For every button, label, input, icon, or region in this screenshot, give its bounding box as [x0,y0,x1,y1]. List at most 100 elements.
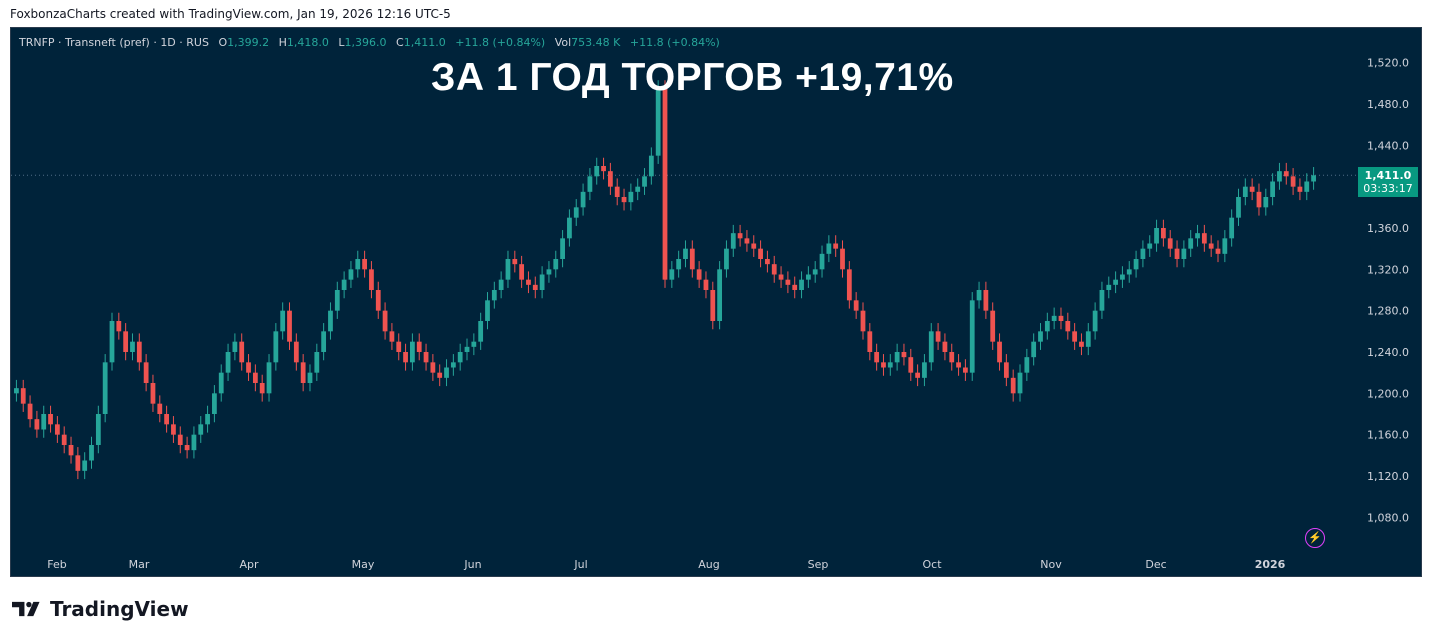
candle-body[interactable] [212,393,217,414]
candle-body[interactable] [505,259,511,280]
candle-body[interactable] [580,191,586,208]
candle-body[interactable] [328,310,333,332]
candle-body[interactable] [280,310,286,332]
candle-body[interactable] [396,341,402,352]
candle-body[interactable] [648,155,654,177]
candle-body[interactable] [95,414,101,445]
candle-body[interactable] [901,352,907,358]
candle-body[interactable] [1106,284,1112,290]
candle-body[interactable] [983,290,989,311]
candle-body[interactable] [997,341,1002,363]
candle-body[interactable] [491,290,497,301]
candle-body[interactable] [1201,233,1207,244]
candle-body[interactable] [1236,197,1241,218]
candle-body[interactable] [696,269,702,280]
candle-body[interactable] [239,341,245,363]
candle-body[interactable] [908,357,914,373]
candle-body[interactable] [1283,171,1289,177]
candle-body[interactable] [976,290,982,301]
candle-body[interactable] [860,310,866,332]
candle-body[interactable] [205,414,210,425]
candle-body[interactable] [423,352,429,363]
candle-body[interactable] [778,274,784,280]
candle-body[interactable] [1229,217,1235,239]
candle-body[interactable] [191,434,197,451]
candle-body[interactable] [949,352,955,363]
candle-body[interactable] [1249,186,1255,192]
candle-body[interactable] [526,279,531,285]
candle-body[interactable] [737,233,743,239]
candle-body[interactable] [724,248,729,270]
candle-body[interactable] [881,362,886,368]
candle-body[interactable] [1044,321,1050,332]
lightning-icon[interactable]: ⚡ [1305,528,1325,548]
candle-body[interactable] [819,253,825,270]
candle-body[interactable] [1304,181,1310,192]
candle-body[interactable] [375,290,381,311]
candle-body[interactable] [1126,269,1132,275]
candle-body[interactable] [61,434,67,445]
candle-body[interactable] [1215,248,1221,254]
candle-body[interactable] [136,341,142,363]
candle-body[interactable] [942,341,948,352]
candle-body[interactable] [246,362,251,373]
candle-body[interactable] [710,290,716,321]
candle-body[interactable] [164,414,170,425]
candle-body[interactable] [321,331,327,352]
candle-body[interactable] [232,341,238,352]
candle-body[interactable] [614,186,620,197]
candle-body[interactable] [1181,248,1187,259]
candle-body[interactable] [444,367,449,378]
candle-body[interactable] [1031,341,1037,358]
candle-body[interactable] [341,279,347,290]
candle-body[interactable] [826,243,832,254]
candle-body[interactable] [840,248,845,270]
candle-body[interactable] [198,424,204,435]
candle-body[interactable] [744,238,750,244]
candle-body[interactable] [1079,341,1084,347]
candle-body[interactable] [68,445,74,456]
candle-body[interactable] [601,166,606,172]
candle-body[interactable] [471,341,477,347]
candle-body[interactable] [874,352,880,363]
candle-body[interactable] [894,352,900,363]
candle-body[interactable] [546,269,552,275]
candle-body[interactable] [102,362,108,414]
candle-body[interactable] [956,362,961,368]
candle-body[interactable] [1195,233,1200,239]
candle-body[interactable] [109,321,115,363]
candle-body[interactable] [75,455,81,471]
candle-body[interactable] [662,88,668,280]
candle-body[interactable] [498,279,504,290]
candle-body[interactable] [730,233,736,249]
candle-body[interactable] [1147,243,1153,249]
candle-body[interactable] [184,445,190,451]
candle-body[interactable] [48,414,53,425]
candle-body[interactable] [587,176,593,192]
candle-body[interactable] [171,424,176,435]
candle-body[interactable] [683,248,688,259]
candle-body[interactable] [512,259,518,265]
candle-body[interactable] [259,383,265,394]
candle-body[interactable] [853,300,859,311]
candle-body[interactable] [20,388,26,404]
candle-body[interactable] [1160,228,1166,239]
candle-body[interactable] [1154,228,1159,244]
candle-body[interactable] [403,352,408,363]
candle-body[interactable] [1010,377,1016,394]
candle-body[interactable] [450,362,456,368]
candle-body[interactable] [355,259,361,270]
candle-body[interactable] [34,419,40,430]
candle-body[interactable] [389,331,395,342]
candle-body[interactable] [771,264,777,275]
candle-body[interactable] [1017,372,1023,394]
candle-body[interactable] [594,166,600,177]
candle-body[interactable] [1092,310,1098,332]
candle-body[interactable] [1174,248,1180,259]
candle-body[interactable] [765,259,770,265]
candle-body[interactable] [252,372,258,383]
candle-body[interactable] [1263,197,1269,208]
candle-body[interactable] [751,243,757,249]
candle-body[interactable] [430,362,436,373]
candle-body[interactable] [805,274,811,280]
